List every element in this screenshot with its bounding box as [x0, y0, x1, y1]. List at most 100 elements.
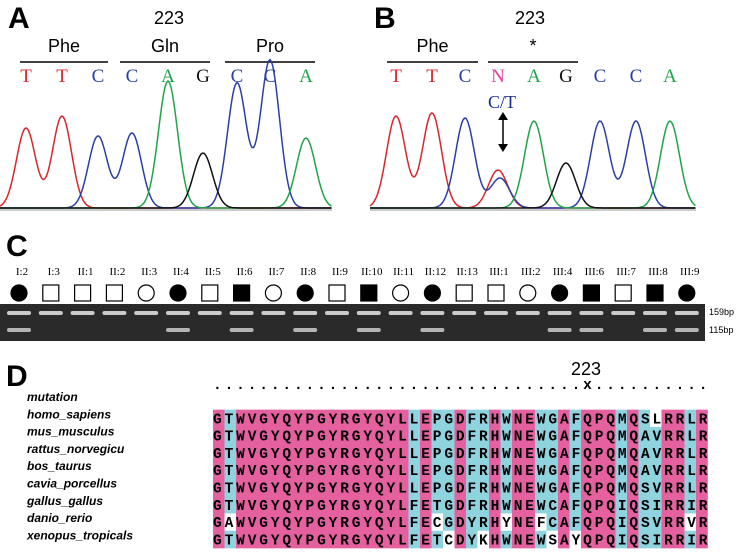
alignment-cell [213, 513, 225, 532]
alignment-cell [374, 513, 386, 532]
alignment-cell [282, 461, 294, 480]
alignment-cell [247, 478, 260, 497]
alignment-cell [316, 444, 329, 462]
alignment-cell [535, 513, 547, 532]
alignment-cell [535, 426, 547, 445]
base-label: T [20, 66, 32, 87]
alignment-cell [627, 496, 639, 514]
gel-band [102, 311, 127, 315]
alignment-cell [270, 513, 283, 532]
alignment-cell [581, 513, 593, 532]
alignment-cell [673, 530, 685, 549]
alignment-cell [397, 478, 409, 497]
alignment-cell [247, 426, 260, 445]
alignment-cell [454, 513, 467, 532]
sample-label: III:4 [553, 266, 573, 278]
alignment-cell [696, 461, 708, 480]
gel-band [261, 311, 286, 315]
alignment-cell [282, 530, 294, 549]
base-label: T [426, 66, 438, 87]
alignment-cell [420, 409, 432, 428]
alignment-cell [385, 461, 398, 480]
sample-label: II:5 [205, 266, 221, 278]
alignment-cell [305, 513, 317, 532]
alignment-cell [259, 513, 271, 532]
alignment-cell [374, 530, 386, 549]
alignment-cell [270, 478, 283, 497]
panel-label: C [6, 230, 28, 263]
alignment-cell [397, 496, 409, 514]
alignment-cell [408, 530, 421, 549]
alignment-cell [581, 530, 593, 549]
alignment-cell [615, 426, 628, 445]
sequence: GTWVGYQYPGYRGYQYLFETCDYKHWNEWSAYQPQIQSIR… [213, 533, 708, 549]
alignment-cell [604, 426, 616, 445]
alignment-cell [581, 461, 593, 480]
gel-band [197, 311, 222, 315]
pedigree-symbol [487, 284, 505, 302]
alignment-cell [374, 478, 386, 497]
alignment-cell [638, 409, 651, 428]
alignment-cell [213, 409, 225, 428]
alignment-cell [535, 496, 547, 514]
alignment-cell [362, 513, 375, 532]
alignment-cell [397, 530, 409, 549]
alignment-cell [385, 478, 398, 497]
alignment-cell [443, 530, 455, 549]
sample-label: II:2 [109, 266, 125, 278]
sample-label: III:1 [489, 266, 509, 278]
alignment-cell [650, 496, 662, 514]
alignment-cell [454, 444, 467, 462]
trace [0, 152, 332, 209]
gel-band [229, 311, 254, 315]
sample-label: III:7 [616, 266, 636, 278]
alignment-cell [270, 426, 283, 445]
alignment-cell [454, 496, 467, 514]
alignment-cell [259, 530, 271, 549]
pedigree-symbol [519, 284, 537, 302]
pedigree-symbol [678, 284, 696, 302]
panel-label: B [374, 2, 396, 35]
alignment-cell [477, 426, 490, 445]
sample-label: III:8 [648, 266, 668, 278]
codon-label: Phe [48, 36, 80, 56]
base-label: T [56, 66, 68, 87]
sample-label: II:10 [361, 266, 383, 278]
alignment-cell [696, 409, 708, 428]
alignment-cell [305, 426, 317, 445]
gel [0, 304, 705, 341]
gel-band [643, 328, 667, 332]
alignment-cell [696, 530, 708, 549]
gel-band [452, 311, 477, 315]
alignment-cell [569, 409, 582, 428]
alignment-cell [673, 496, 685, 514]
alignment-cell [236, 496, 248, 514]
alignment-cell [627, 461, 639, 480]
alignment-cell [546, 426, 559, 445]
alignment-cell [512, 496, 524, 514]
base-label: A [663, 66, 677, 87]
alignment-cell [569, 513, 582, 532]
alignment-cell [236, 444, 248, 462]
alignment-cell [673, 409, 685, 428]
alignment-cell [650, 409, 662, 428]
base-label: C [630, 66, 643, 87]
alignment-cell [408, 513, 421, 532]
pedigree-symbol [646, 284, 664, 302]
alignment-cell [558, 513, 570, 532]
alignment-cell [339, 478, 352, 497]
alignment-cell [224, 444, 237, 462]
alignment-cell [661, 496, 674, 514]
gel-band [674, 328, 699, 332]
alignment-cell [408, 478, 421, 497]
alignment-cell [558, 530, 570, 549]
alignment-cell [604, 496, 616, 514]
species-name: mus_musculus [27, 425, 115, 439]
alignment-cell [638, 461, 651, 480]
alignment-cell [247, 513, 260, 532]
alignment-cell [627, 478, 639, 497]
alignment-cell [293, 496, 306, 514]
gel-band [484, 311, 508, 315]
alignment-cell [443, 478, 455, 497]
alignment-cell [351, 513, 363, 532]
